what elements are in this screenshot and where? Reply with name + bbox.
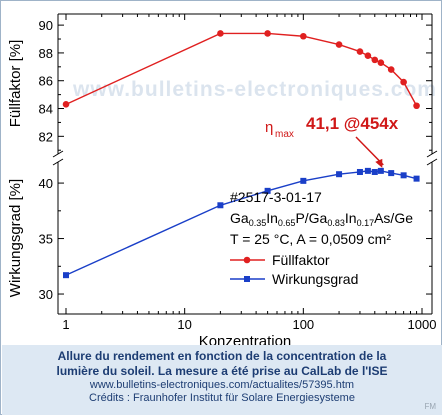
wirkungsgrad-data-point <box>300 177 307 184</box>
axis-break-mark <box>52 150 64 158</box>
fuellfaktor-data-point <box>335 41 343 48</box>
fuellfaktor-data-point <box>387 66 395 73</box>
eta-max-annotation: η max 41,1 @454x <box>265 114 399 168</box>
wirkungsgrad-data-point <box>264 187 271 194</box>
bottom-y-axis-label: Wirkungsgrad [%] <box>7 179 24 297</box>
material-compound: Ga0.35In0.65P/Ga0.83In0.17As/Ge <box>230 210 413 228</box>
fuellfaktor-data-point <box>364 52 372 59</box>
fuellfaktor-data-point <box>400 78 407 86</box>
annotation-arrow-head <box>375 158 383 168</box>
top-y-tick-label: 88 <box>39 46 53 61</box>
fuellfaktor-data-point <box>264 30 271 37</box>
wirkungsgrad-data-point <box>364 167 371 174</box>
wirkungsgrad-data-point <box>388 170 395 177</box>
wirkungsgrad-data-point <box>413 175 420 182</box>
caption-link[interactable]: www.bulletins-electroniques.com/actualit… <box>89 379 355 391</box>
fuellfaktor-data-point <box>377 59 385 66</box>
wirkungsgrad-data-point <box>356 168 363 175</box>
wirkungsgrad-data-point <box>63 272 69 279</box>
x-axis-label: Konzentration <box>199 333 292 345</box>
legend-block: #2517-3-01-17 Ga0.35In0.65P/Ga0.83In0.17A… <box>230 189 413 287</box>
watermark-text: www.bulletins-electroniques.com <box>72 78 437 101</box>
axis-break-mark <box>52 158 64 166</box>
fuellfaktor-data-point <box>300 32 307 40</box>
legend-fuellfaktor-label: Füllfaktor <box>272 252 330 268</box>
axis-break-mark <box>426 150 438 158</box>
chart: www.bulletins-electroniques.com 1 10 100 100… <box>7 13 438 345</box>
fuellfaktor-data-point <box>371 56 379 64</box>
x-tick-label: 100 <box>292 317 314 332</box>
caption-line-2: lumière du soleil. La mesure a été prise… <box>56 364 388 378</box>
legend-wirkungsgrad-marker <box>244 276 250 282</box>
top-y-tick-label: 84 <box>39 102 53 117</box>
caption-box: Allure du rendement en fonction de la co… <box>2 345 442 415</box>
fuellfaktor-data-point <box>413 102 420 110</box>
corner-mark: FM <box>424 402 436 411</box>
fuellfaktor-data-point <box>217 30 224 37</box>
caption-credits: Crédits : Fraunhofer Institut für Solare… <box>89 392 355 404</box>
x-tick-label: 10 <box>177 317 191 332</box>
measurement-conditions: T = 25 °C, A = 0,0509 cm² <box>230 231 391 247</box>
eta-subscript: max <box>275 129 294 140</box>
wirkungsgrad-data-point <box>336 171 343 178</box>
eta-max-value: 41,1 @454x <box>306 114 399 133</box>
legend-wirkungsgrad-label: Wirkungsgrad <box>272 271 358 287</box>
eta-symbol: η <box>265 119 273 136</box>
fuellfaktor-data-point <box>356 48 364 55</box>
wirkungsgrad-data-point <box>371 168 378 175</box>
sample-id: #2517-3-01-17 <box>230 189 322 205</box>
top-y-axis-label: Füllfaktor [%] <box>7 40 24 128</box>
x-tick-label: 1000 <box>408 317 437 332</box>
fuellfaktor-data-point <box>62 101 70 108</box>
bottom-y-tick-label: 40 <box>39 176 53 191</box>
bottom-y-tick-label: 30 <box>39 287 53 302</box>
top-y-tick-label: 82 <box>39 129 53 144</box>
x-tick-label: 1 <box>62 317 69 332</box>
bottom-y-tick-label: 35 <box>39 232 53 247</box>
top-y-tick-label: 86 <box>39 74 53 89</box>
annotation-arrow-line <box>355 136 384 166</box>
legend-fuellfaktor-marker <box>243 256 251 264</box>
top-y-tick-label: 90 <box>39 18 53 33</box>
wirkungsgrad-data-point <box>400 172 407 179</box>
wirkungsgrad-data-point <box>217 202 224 209</box>
axis-break-mark <box>426 158 438 166</box>
caption-line-1: Allure du rendement en fonction de la co… <box>57 349 387 363</box>
wirkungsgrad-data-point <box>377 167 384 174</box>
